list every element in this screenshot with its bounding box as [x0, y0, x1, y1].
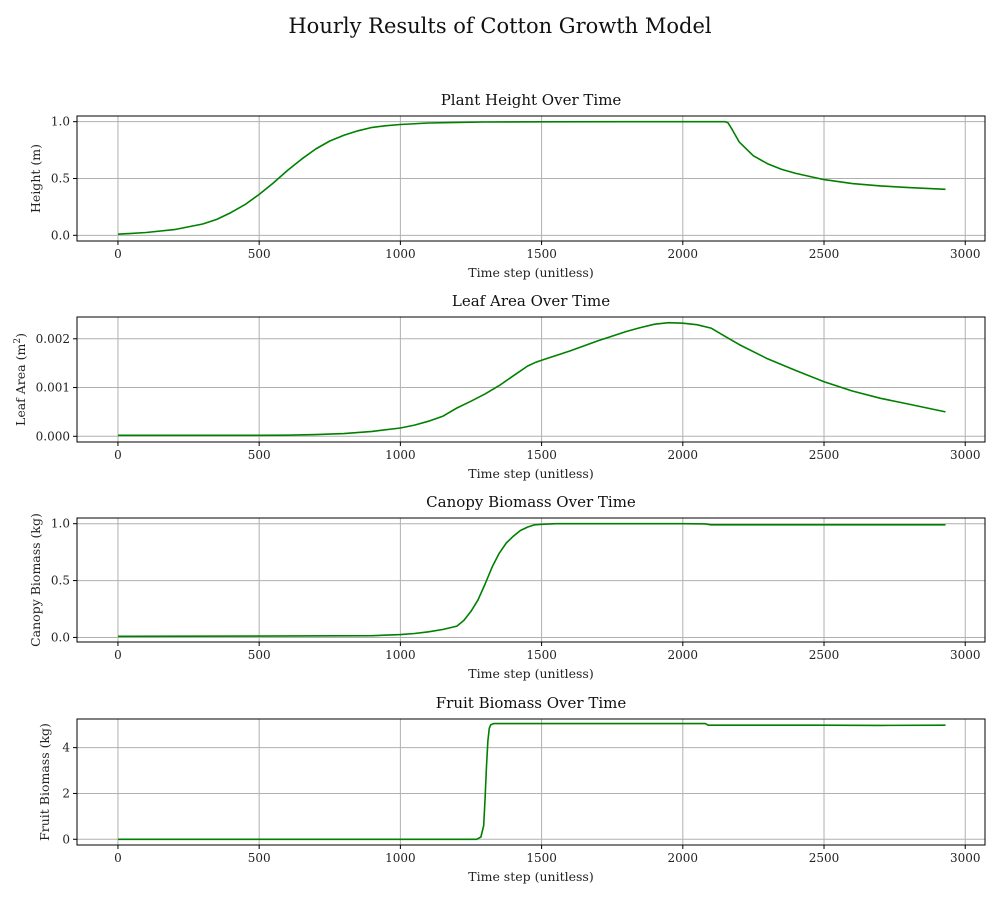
x-tick-label: 1000: [385, 648, 416, 662]
x-axis-label: Time step (unitless): [468, 265, 593, 280]
x-tick-label: 500: [248, 648, 271, 662]
x-tick-label: 3000: [950, 851, 981, 865]
y-axis-label: Leaf Area (m2): [13, 333, 28, 426]
subplot-title: Canopy Biomass Over Time: [426, 493, 636, 511]
series-line-canopy-biomass: [117, 522, 946, 638]
y-tick-label: 2: [62, 786, 70, 800]
x-tick-label: 1000: [385, 851, 416, 865]
x-axis-label: Time step (unitless): [468, 869, 593, 884]
y-tick-label: 1.0: [51, 115, 70, 129]
x-tick-label: 2000: [668, 448, 699, 462]
x-tick-label: 500: [248, 247, 271, 261]
subplot-title: Leaf Area Over Time: [452, 292, 610, 310]
x-tick-label: 2000: [668, 648, 699, 662]
y-axis-label: Height (m): [28, 144, 43, 213]
subplot-leaf-area: 0 500 1000 1500 2000 2500 3000 0.000 0.001 0.002 L…: [13, 292, 986, 481]
y-tick-label: 4: [62, 741, 70, 755]
y-tick-label: 0.002: [36, 332, 70, 346]
y-tick-label: 1.0: [51, 517, 70, 531]
series-line-leaf-area: [118, 321, 946, 437]
x-tick-label: 1500: [526, 247, 557, 261]
axes-frame: [76, 517, 986, 643]
x-tick-label: 1000: [385, 247, 416, 261]
y-tick-label: 0.0: [51, 228, 70, 242]
y-tick-label: 0: [62, 832, 70, 846]
y-tick-label: 0.5: [51, 574, 70, 588]
subplot-title: Plant Height Over Time: [441, 91, 622, 109]
x-tick-label: 0: [114, 851, 122, 865]
series-line-height: [117, 120, 946, 235]
axes-frame: [76, 718, 986, 846]
y-axis-label: Fruit Biomass (kg): [37, 723, 52, 841]
subplot-fruit-biomass: 0 500 1000 1500 2000 2500 3000 0 2 4 Fruit Biomass…: [37, 694, 986, 884]
subplot-title: Fruit Biomass Over Time: [436, 694, 627, 712]
x-tick-label: 500: [248, 448, 271, 462]
x-tick-label: 1500: [526, 448, 557, 462]
y-tick-label: 0.0: [51, 630, 70, 644]
x-tick-label: 1500: [526, 851, 557, 865]
y-tick-label: 0.5: [51, 172, 70, 186]
y-tick-label: 0.001: [36, 381, 70, 395]
x-tick-label: 3000: [950, 648, 981, 662]
x-tick-label: 0: [114, 247, 122, 261]
y-tick-label: 0.000: [36, 429, 70, 443]
x-tick-label: 500: [248, 851, 271, 865]
x-tick-label: 2500: [809, 648, 840, 662]
figure-title: Hourly Results of Cotton Growth Model: [288, 14, 712, 38]
x-tick-label: 3000: [950, 247, 981, 261]
axes-frame: [76, 316, 986, 443]
x-tick-label: 0: [114, 448, 122, 462]
y-axis-label: Canopy Biomass (kg): [28, 513, 43, 647]
x-tick-label: 1500: [526, 648, 557, 662]
x-tick-label: 2500: [809, 247, 840, 261]
x-tick-label: 0: [114, 648, 122, 662]
x-tick-label: 3000: [950, 448, 981, 462]
subplot-canopy-biomass: 0 500 1000 1500 2000 2500 3000 0.0 0.5 1.0 Canopy …: [28, 493, 986, 681]
x-tick-label: 2500: [809, 851, 840, 865]
x-axis-label: Time step (unitless): [468, 666, 593, 681]
x-tick-label: 2000: [668, 247, 699, 261]
series-line-fruit-biomass: [118, 722, 946, 841]
subplot-height: 0 500 1000 1500 2000 2500 3000 0.0 0.5 1.0 Plant H…: [28, 91, 986, 280]
x-tick-label: 1000: [385, 448, 416, 462]
x-axis-label: Time step (unitless): [468, 466, 593, 481]
x-tick-label: 2500: [809, 448, 840, 462]
x-tick-label: 2000: [668, 851, 699, 865]
